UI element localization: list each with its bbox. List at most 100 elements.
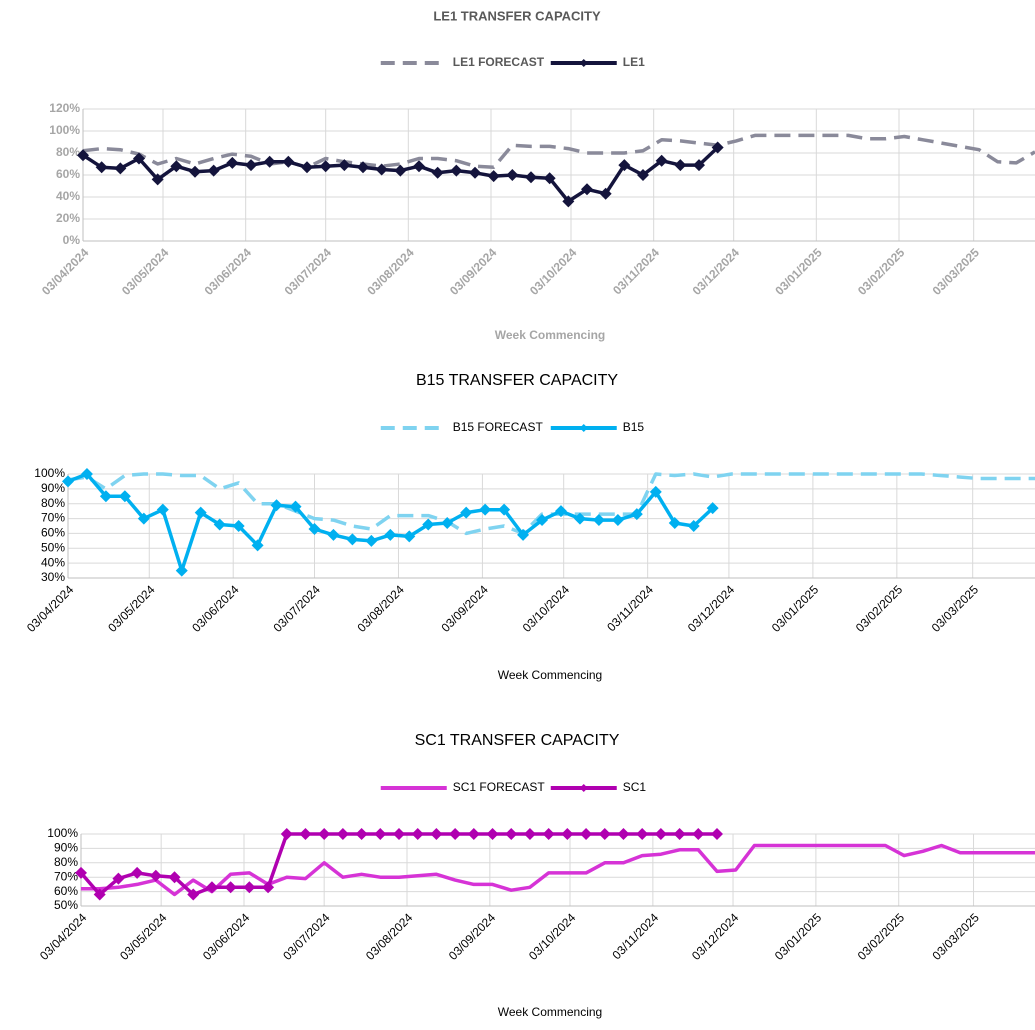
- data-point: [706, 502, 719, 515]
- data-point: [523, 828, 536, 840]
- x-tick-label: 03/03/2025: [930, 245, 983, 298]
- y-tick-label: 100%: [47, 826, 78, 840]
- y-tick-label: 50%: [54, 898, 78, 912]
- data-point: [270, 499, 283, 512]
- series-line: [81, 843, 1035, 897]
- data-point: [365, 534, 378, 547]
- data-point: [393, 828, 405, 840]
- data-point: [189, 165, 201, 178]
- data-point: [194, 506, 207, 519]
- y-tick-label: 60%: [56, 167, 80, 181]
- data-point: [598, 828, 611, 840]
- x-tick-label: 03/01/2025: [772, 245, 825, 298]
- data-point: [114, 162, 127, 175]
- x-tick-label: 03/02/2025: [855, 910, 908, 963]
- data-point: [693, 159, 705, 172]
- x-tick-label: 03/05/2024: [105, 582, 158, 635]
- data-point: [75, 866, 87, 879]
- data-point: [580, 828, 593, 840]
- data-point: [280, 828, 293, 840]
- data-point: [384, 528, 397, 541]
- y-tick-label: 50%: [41, 540, 65, 554]
- y-tick-label: 70%: [41, 511, 65, 525]
- y-tick-label: 30%: [41, 570, 65, 584]
- data-point: [118, 490, 131, 503]
- y-tick-label: 20%: [56, 211, 80, 225]
- data-point: [346, 533, 359, 546]
- data-point: [630, 508, 643, 521]
- x-tick-label: 03/12/2024: [690, 245, 743, 298]
- data-point: [262, 881, 275, 894]
- y-tick-label: 60%: [54, 884, 78, 898]
- data-point: [282, 155, 295, 168]
- series-line: [82, 133, 1035, 170]
- x-tick-label: 03/10/2024: [520, 582, 573, 635]
- data-point: [692, 828, 705, 840]
- data-point: [80, 468, 93, 480]
- data-point: [655, 154, 668, 167]
- x-tick-label: 03/12/2024: [685, 582, 738, 635]
- x-tick-label: 03/04/2024: [37, 910, 90, 963]
- x-tick-label: 03/08/2024: [363, 910, 416, 963]
- data-point: [156, 503, 169, 516]
- x-tick-label: 03/09/2024: [446, 910, 499, 963]
- x-axis-label: Week Commencing: [498, 1005, 602, 1019]
- data-point: [517, 528, 530, 541]
- legend-marker: [579, 59, 588, 67]
- x-tick-label: 03/09/2024: [447, 245, 500, 298]
- x-tick-label: 03/07/2024: [280, 910, 333, 963]
- data-point: [441, 517, 454, 530]
- data-point: [573, 512, 586, 525]
- chart-title: B15 TRANSFER CAPACITY: [416, 372, 618, 389]
- x-tick-label: 03/05/2024: [117, 910, 170, 963]
- data-point: [99, 490, 112, 503]
- data-point: [175, 564, 188, 577]
- data-point: [561, 828, 574, 840]
- x-tick-label: 03/05/2024: [119, 245, 172, 298]
- x-tick-label: 03/03/2025: [929, 582, 982, 635]
- data-point: [299, 828, 312, 840]
- data-point: [245, 159, 257, 172]
- data-point: [133, 152, 145, 165]
- legend-label: B15: [623, 420, 645, 434]
- data-point: [319, 160, 332, 173]
- data-point: [617, 828, 630, 840]
- data-point: [338, 159, 351, 172]
- x-tick-label: 03/11/2024: [610, 245, 662, 297]
- y-tick-label: 80%: [54, 855, 78, 869]
- data-point: [636, 828, 649, 840]
- x-tick-label: 03/06/2024: [202, 245, 255, 298]
- data-point: [581, 183, 593, 196]
- legend-label: LE1: [623, 55, 645, 69]
- chart: B15 TRANSFER CAPACITY Week Commencing 30%4…: [24, 372, 1035, 682]
- data-point: [243, 881, 256, 894]
- data-point: [151, 173, 164, 186]
- data-point: [394, 164, 407, 177]
- data-point: [413, 160, 425, 173]
- x-tick-label: 03/07/2024: [282, 245, 335, 298]
- chart-title: LE1 TRANSFER CAPACITY: [433, 8, 601, 23]
- x-tick-label: 03/10/2024: [526, 910, 579, 963]
- data-point: [336, 828, 349, 840]
- data-point: [469, 166, 481, 179]
- x-tick-label: 03/11/2024: [604, 582, 656, 634]
- data-point: [232, 520, 245, 532]
- x-tick-label: 03/08/2024: [364, 245, 417, 298]
- chart: SC1 TRANSFER CAPACITY Week Commencing 50%6…: [37, 732, 1035, 1019]
- x-tick-label: 03/06/2024: [200, 910, 253, 963]
- x-tick-label: 03/11/2024: [609, 910, 661, 962]
- y-tick-label: 90%: [41, 481, 65, 495]
- x-tick-label: 03/06/2024: [189, 582, 242, 635]
- y-tick-label: 90%: [54, 841, 78, 855]
- data-point: [187, 888, 200, 901]
- x-tick-label: 03/09/2024: [438, 582, 491, 635]
- data-point: [554, 505, 567, 518]
- data-point: [213, 518, 226, 531]
- y-tick-label: 70%: [54, 869, 78, 883]
- data-point: [687, 520, 700, 532]
- data-point: [592, 514, 605, 527]
- data-point: [374, 828, 387, 840]
- data-point: [422, 518, 435, 531]
- data-point: [318, 828, 331, 840]
